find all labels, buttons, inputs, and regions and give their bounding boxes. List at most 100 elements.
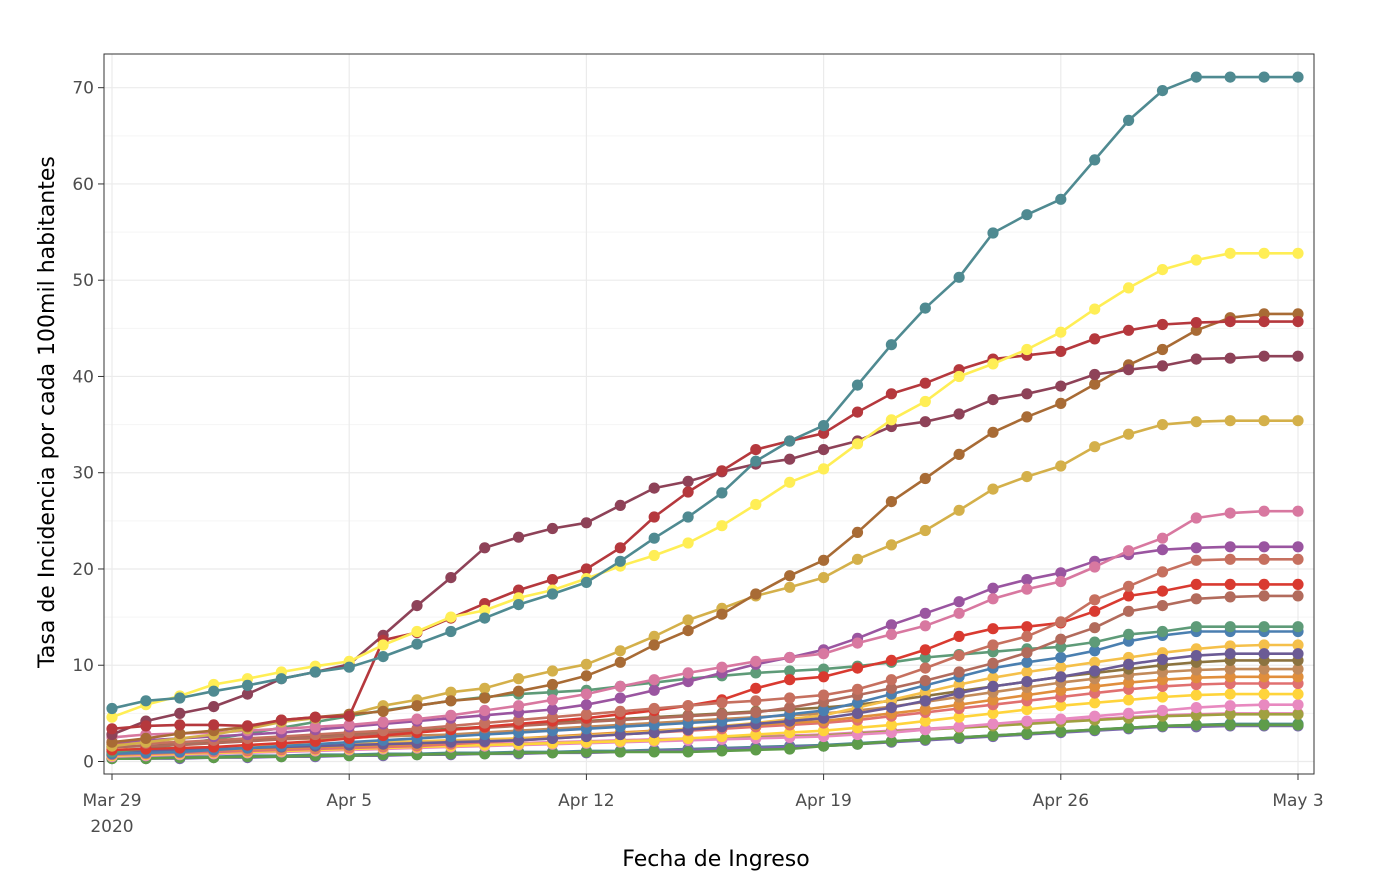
data-point [1123, 628, 1135, 641]
data-point [546, 694, 559, 706]
data-point [1190, 353, 1202, 365]
data-point [1156, 625, 1169, 638]
data-point [1190, 702, 1202, 714]
data-point [580, 670, 593, 682]
data-point [445, 611, 457, 623]
data-point [140, 695, 152, 707]
series-line [106, 71, 1304, 715]
data-point [987, 657, 999, 669]
data-point [1123, 707, 1135, 720]
data-point [1021, 728, 1033, 740]
data-point [953, 370, 965, 383]
data-point [411, 600, 423, 612]
data-point [1224, 688, 1236, 700]
data-point [1021, 471, 1033, 483]
data-point [1123, 580, 1135, 592]
data-point [1089, 154, 1101, 166]
data-point [1055, 567, 1067, 579]
data-point [275, 673, 287, 685]
series-line [106, 505, 1304, 744]
data-point [919, 695, 931, 707]
data-point [513, 714, 525, 726]
data-point [851, 637, 864, 649]
data-point [682, 710, 694, 722]
data-point [987, 680, 999, 693]
data-point [987, 639, 999, 651]
data-point [953, 596, 965, 608]
data-point [1055, 651, 1067, 664]
data-point [1258, 247, 1270, 259]
data-point [818, 554, 830, 566]
data-point [885, 735, 898, 747]
data-point [818, 463, 830, 475]
data-point [885, 388, 898, 400]
data-point [1055, 700, 1067, 712]
data-point [1292, 350, 1304, 362]
data-point [1190, 416, 1202, 428]
data-point [174, 728, 186, 740]
x-tick-sublabel: 2020 [90, 817, 133, 837]
series-path [111, 75, 1298, 710]
data-point [208, 719, 220, 731]
data-point [919, 607, 931, 619]
data-point [513, 685, 525, 697]
data-point [1292, 505, 1304, 517]
data-point [1292, 671, 1304, 683]
data-point [1224, 578, 1236, 591]
data-point [1089, 724, 1101, 736]
data-point [750, 498, 762, 511]
series-path [111, 252, 1298, 719]
data-point [445, 572, 457, 584]
data-point [580, 708, 593, 720]
data-point [1156, 318, 1169, 331]
data-point [1156, 674, 1169, 686]
data-point [1258, 541, 1270, 553]
data-point [953, 271, 965, 283]
data-point [818, 572, 830, 584]
data-point [106, 702, 118, 715]
data-point [1258, 639, 1270, 651]
data-point [919, 651, 931, 664]
data-point [580, 699, 593, 711]
data-point [1021, 574, 1033, 586]
data-point [1021, 583, 1033, 595]
data-point [953, 607, 965, 619]
data-point [140, 720, 152, 732]
data-point [953, 699, 965, 711]
data-point [377, 651, 389, 663]
data-point [1055, 326, 1067, 338]
data-point [377, 705, 389, 718]
data-point [1123, 677, 1135, 689]
data-point [1156, 600, 1169, 612]
data-point [818, 689, 830, 701]
data-point [1089, 333, 1101, 345]
data-point [750, 728, 762, 741]
data-point [1021, 676, 1033, 688]
data-point [1021, 388, 1033, 400]
data-point [648, 532, 660, 544]
data-point [648, 684, 660, 696]
data-point [1190, 254, 1202, 266]
data-point [818, 740, 830, 752]
data-point [614, 746, 626, 758]
data-point [1089, 665, 1101, 677]
data-point [750, 695, 762, 707]
x-tick-label: Apr 26 [1033, 791, 1089, 811]
data-point [1224, 415, 1236, 427]
data-point [580, 517, 593, 529]
data-point [953, 687, 965, 699]
data-point [1258, 590, 1270, 602]
data-point [1258, 688, 1270, 700]
data-point [750, 588, 762, 600]
data-point [987, 694, 999, 706]
series-path [111, 682, 1298, 756]
data-point [648, 734, 660, 746]
data-point [546, 574, 559, 586]
data-point [1021, 666, 1033, 678]
data-point [1055, 575, 1067, 588]
data-point [1123, 324, 1135, 336]
data-point [1021, 630, 1033, 643]
data-point [1156, 360, 1169, 372]
series-path [111, 509, 1298, 739]
data-point [479, 704, 491, 717]
